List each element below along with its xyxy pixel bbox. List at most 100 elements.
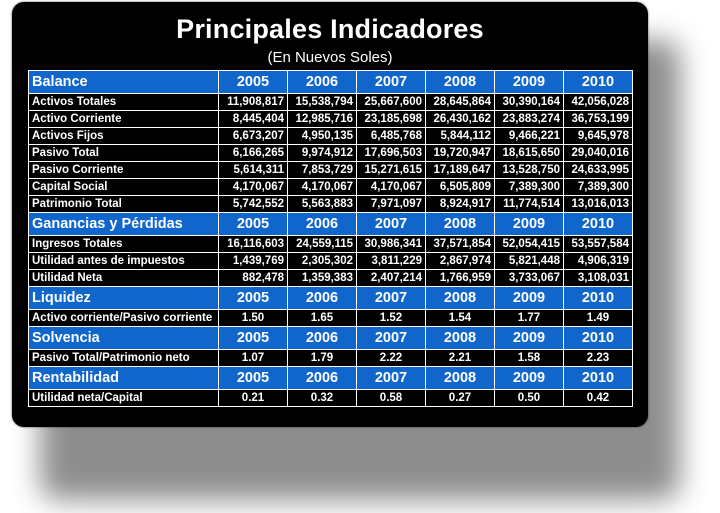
value-cell: 1.49 bbox=[563, 309, 633, 327]
year-header: 2006 bbox=[287, 326, 357, 350]
table-row: Activos Fijos 6,673,207 4,950,135 6,485,768… bbox=[28, 127, 633, 145]
value-cell: 16,116,603 bbox=[218, 235, 288, 253]
table-row: Ingresos Totales 16,116,603 24,559,115 30,9… bbox=[28, 235, 633, 253]
value-cell: 3,811,229 bbox=[356, 252, 426, 270]
value-cell: 53,557,584 bbox=[563, 235, 633, 253]
page-subtitle: (En Nuevos Soles) bbox=[267, 49, 393, 66]
table-row: Utilidad neta/Capital 0.21 0.32 0.58 0.27 0.5… bbox=[28, 389, 633, 407]
value-cell: 26,430,162 bbox=[425, 110, 495, 128]
row-label: Activos Fijos bbox=[28, 127, 219, 145]
value-cell: 5,742,552 bbox=[218, 195, 288, 213]
year-header: 2005 bbox=[218, 70, 288, 94]
indicators-table-body: Balance 2005 2006 2007 2008 2009 2010 Activos T… bbox=[28, 70, 633, 407]
value-cell: 17,696,503 bbox=[356, 144, 426, 162]
year-header: 2009 bbox=[494, 326, 564, 350]
section-header: Balance 2005 2006 2007 2008 2009 2010 bbox=[28, 70, 633, 94]
table-row: Pasivo Total/Patrimonio neto 1.07 1.79 2.22… bbox=[28, 349, 633, 367]
value-cell: 25,667,600 bbox=[356, 93, 426, 111]
row-label: Activo corriente/Pasivo corriente bbox=[28, 309, 219, 327]
value-cell: 9,645,978 bbox=[563, 127, 633, 145]
year-header: 2009 bbox=[494, 212, 564, 236]
value-cell: 42,056,028 bbox=[563, 93, 633, 111]
value-cell: 1.54 bbox=[425, 309, 495, 327]
value-cell: 29,040,016 bbox=[563, 144, 633, 162]
year-header: 2008 bbox=[425, 366, 495, 390]
table-row: Utilidad Neta 882,478 1,359,383 2,407,214 1,… bbox=[28, 269, 633, 287]
section-title: Rentabilidad bbox=[28, 366, 219, 390]
year-header: 2006 bbox=[287, 366, 357, 390]
table-row: Patrimonio Total 5,742,552 5,563,883 7,971,… bbox=[28, 195, 633, 213]
row-label: Pasivo Total bbox=[28, 144, 219, 162]
year-header: 2007 bbox=[356, 366, 426, 390]
value-cell: 0.42 bbox=[563, 389, 633, 407]
value-cell: 5,614,311 bbox=[218, 161, 288, 179]
table-row: Activo Corriente 8,445,404 12,985,716 23,18… bbox=[28, 110, 633, 128]
value-cell: 30,390,164 bbox=[494, 93, 564, 111]
year-header: 2007 bbox=[356, 70, 426, 94]
value-cell: 17,189,647 bbox=[425, 161, 495, 179]
year-header: 2005 bbox=[218, 212, 288, 236]
value-cell: 1,359,383 bbox=[287, 269, 357, 287]
row-label: Patrimonio Total bbox=[28, 195, 219, 213]
value-cell: 6,485,768 bbox=[356, 127, 426, 145]
year-header: 2009 bbox=[494, 70, 564, 94]
value-cell: 9,974,912 bbox=[287, 144, 357, 162]
table-row: Capital Social 4,170,067 4,170,067 4,170,06… bbox=[28, 178, 633, 196]
value-cell: 7,389,300 bbox=[494, 178, 564, 196]
page-title: Principales Indicadores bbox=[176, 14, 484, 44]
value-cell: 23,185,698 bbox=[356, 110, 426, 128]
value-cell: 1.77 bbox=[494, 309, 564, 327]
value-cell: 4,950,135 bbox=[287, 127, 357, 145]
value-cell: 0.32 bbox=[287, 389, 357, 407]
year-header: 2007 bbox=[356, 326, 426, 350]
value-cell: 0.27 bbox=[425, 389, 495, 407]
value-cell: 3,733,067 bbox=[494, 269, 564, 287]
value-cell: 7,853,729 bbox=[287, 161, 357, 179]
value-cell: 6,166,265 bbox=[218, 144, 288, 162]
value-cell: 2.21 bbox=[425, 349, 495, 367]
row-label: Utilidad antes de impuestos bbox=[28, 252, 219, 270]
value-cell: 1.52 bbox=[356, 309, 426, 327]
value-cell: 2,867,974 bbox=[425, 252, 495, 270]
section-title: Solvencia bbox=[28, 326, 219, 350]
value-cell: 2,305,302 bbox=[287, 252, 357, 270]
value-cell: 13,528,750 bbox=[494, 161, 564, 179]
value-cell: 9,466,221 bbox=[494, 127, 564, 145]
value-cell: 4,170,067 bbox=[287, 178, 357, 196]
table-row: Pasivo Corriente 5,614,311 7,853,729 15,271… bbox=[28, 161, 633, 179]
value-cell: 1.79 bbox=[287, 349, 357, 367]
value-cell: 6,673,207 bbox=[218, 127, 288, 145]
year-header: 2007 bbox=[356, 286, 426, 310]
value-cell: 2.23 bbox=[563, 349, 633, 367]
value-cell: 4,170,067 bbox=[356, 178, 426, 196]
value-cell: 2,407,214 bbox=[356, 269, 426, 287]
section-header: Rentabilidad 2005 2006 2007 2008 2009 2010 bbox=[28, 366, 633, 390]
section-title: Balance bbox=[28, 70, 219, 94]
year-header: 2008 bbox=[425, 286, 495, 310]
value-cell: 18,615,650 bbox=[494, 144, 564, 162]
value-cell: 11,908,817 bbox=[218, 93, 288, 111]
row-label: Activos Totales bbox=[28, 93, 219, 111]
value-cell: 30,986,341 bbox=[356, 235, 426, 253]
value-cell: 2.22 bbox=[356, 349, 426, 367]
year-header: 2005 bbox=[218, 366, 288, 390]
year-header: 2008 bbox=[425, 326, 495, 350]
value-cell: 8,445,404 bbox=[218, 110, 288, 128]
year-header: 2005 bbox=[218, 326, 288, 350]
value-cell: 0.58 bbox=[356, 389, 426, 407]
value-cell: 0.50 bbox=[494, 389, 564, 407]
value-cell: 7,971,097 bbox=[356, 195, 426, 213]
value-cell: 1,766,959 bbox=[425, 269, 495, 287]
value-cell: 1.65 bbox=[287, 309, 357, 327]
value-cell: 3,108,031 bbox=[563, 269, 633, 287]
value-cell: 5,563,883 bbox=[287, 195, 357, 213]
year-header: 2008 bbox=[425, 212, 495, 236]
year-header: 2005 bbox=[218, 286, 288, 310]
value-cell: 15,538,794 bbox=[287, 93, 357, 111]
section-title: Ganancias y Pérdidas bbox=[28, 212, 219, 236]
year-header: 2010 bbox=[563, 70, 633, 94]
value-cell: 1,439,769 bbox=[218, 252, 288, 270]
table-row: Utilidad antes de impuestos 1,439,769 2,30… bbox=[28, 252, 633, 270]
value-cell: 0.21 bbox=[218, 389, 288, 407]
year-header: 2010 bbox=[563, 366, 633, 390]
